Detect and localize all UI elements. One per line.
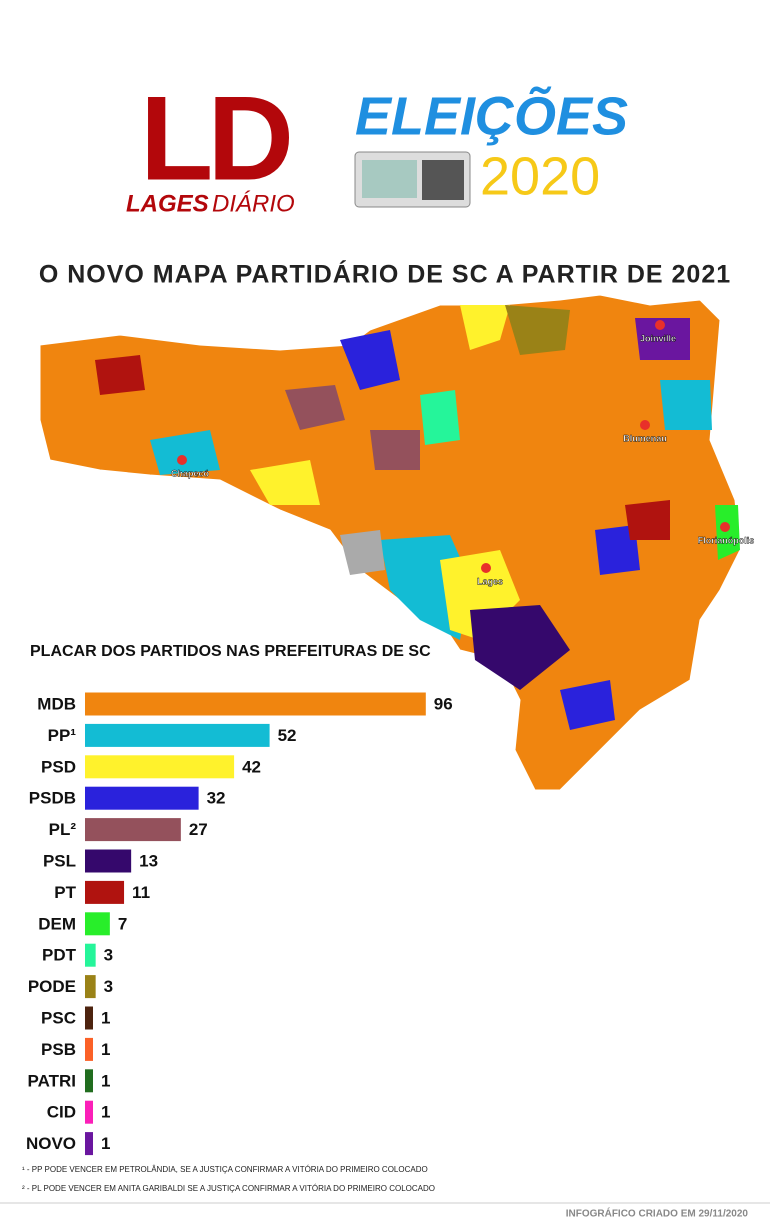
footnote: ² - PL PODE VENCER EM ANITA GARIBALDI SE… [22, 1184, 435, 1193]
bar [85, 912, 110, 936]
credit: INFOGRÁFICO CRIADO EM 29/11/2020 [566, 1207, 749, 1220]
main-title: O NOVO MAPA PARTIDÁRIO DE SC A PARTIR DE… [39, 260, 731, 289]
bar [85, 1132, 93, 1156]
category-label: PL² [49, 820, 77, 839]
city-label: Joinville [640, 333, 676, 343]
value-label: 1 [101, 1071, 110, 1090]
bar [85, 975, 96, 999]
logo-name: DIÁRIO [212, 190, 295, 217]
city-label: Florianópolis [698, 535, 755, 545]
city-label: Chapecó [171, 468, 210, 478]
footnote: ¹ - PP PODE VENCER EM PETROLÂNDIA, SE A … [22, 1165, 428, 1174]
map [39, 294, 741, 791]
category-label: PSDB [29, 789, 76, 808]
value-label: 52 [278, 726, 297, 745]
bar [85, 786, 199, 810]
bar [85, 943, 96, 967]
ballot-box-icon [354, 151, 471, 208]
value-label: 1 [101, 1040, 110, 1059]
category-label: PSL [43, 851, 76, 870]
bar [85, 1037, 93, 1061]
event-title: ELEIÇÕES [355, 86, 628, 146]
category-label: CID [47, 1103, 76, 1122]
category-label: PT [54, 883, 76, 902]
category-label: MDB [37, 694, 76, 713]
value-label: 1 [101, 1134, 110, 1153]
category-label: DEM [38, 914, 76, 933]
value-label: 42 [242, 757, 261, 776]
value-label: 1 [101, 1008, 110, 1027]
category-label: PATRI [28, 1071, 76, 1090]
chart-title: PLACAR DOS PARTIDOS NAS PREFEITURAS DE S… [30, 643, 431, 660]
value-label: 32 [207, 789, 226, 808]
city-markers [177, 320, 730, 573]
bar [85, 880, 125, 904]
category-label: PODE [28, 977, 76, 996]
logo-name: LAGES [126, 190, 209, 217]
bar [85, 755, 235, 779]
category-label: PSB [41, 1040, 76, 1059]
value-label: 13 [139, 851, 158, 870]
event-year: 2020 [480, 146, 600, 206]
category-label: PSD [41, 757, 76, 776]
bar [85, 692, 426, 716]
value-label: 96 [434, 694, 453, 713]
category-label: PDT [42, 946, 77, 965]
logo: LD [140, 72, 289, 206]
value-label: 1 [101, 1103, 110, 1122]
bar [85, 723, 270, 747]
category-label: NOVO [26, 1134, 76, 1153]
city-label: Blumenau [623, 433, 667, 443]
value-label: 11 [132, 883, 150, 902]
bar [85, 1006, 93, 1030]
bar [85, 849, 132, 873]
value-label: 3 [104, 946, 113, 965]
value-label: 7 [118, 914, 127, 933]
category-label: PP¹ [48, 726, 77, 745]
city-label: Lages [477, 576, 503, 586]
value-label: 27 [189, 820, 208, 839]
bar [85, 818, 181, 842]
bar [85, 1069, 93, 1093]
category-label: PSC [41, 1008, 76, 1027]
value-label: 3 [104, 977, 113, 996]
bar [85, 1100, 93, 1124]
